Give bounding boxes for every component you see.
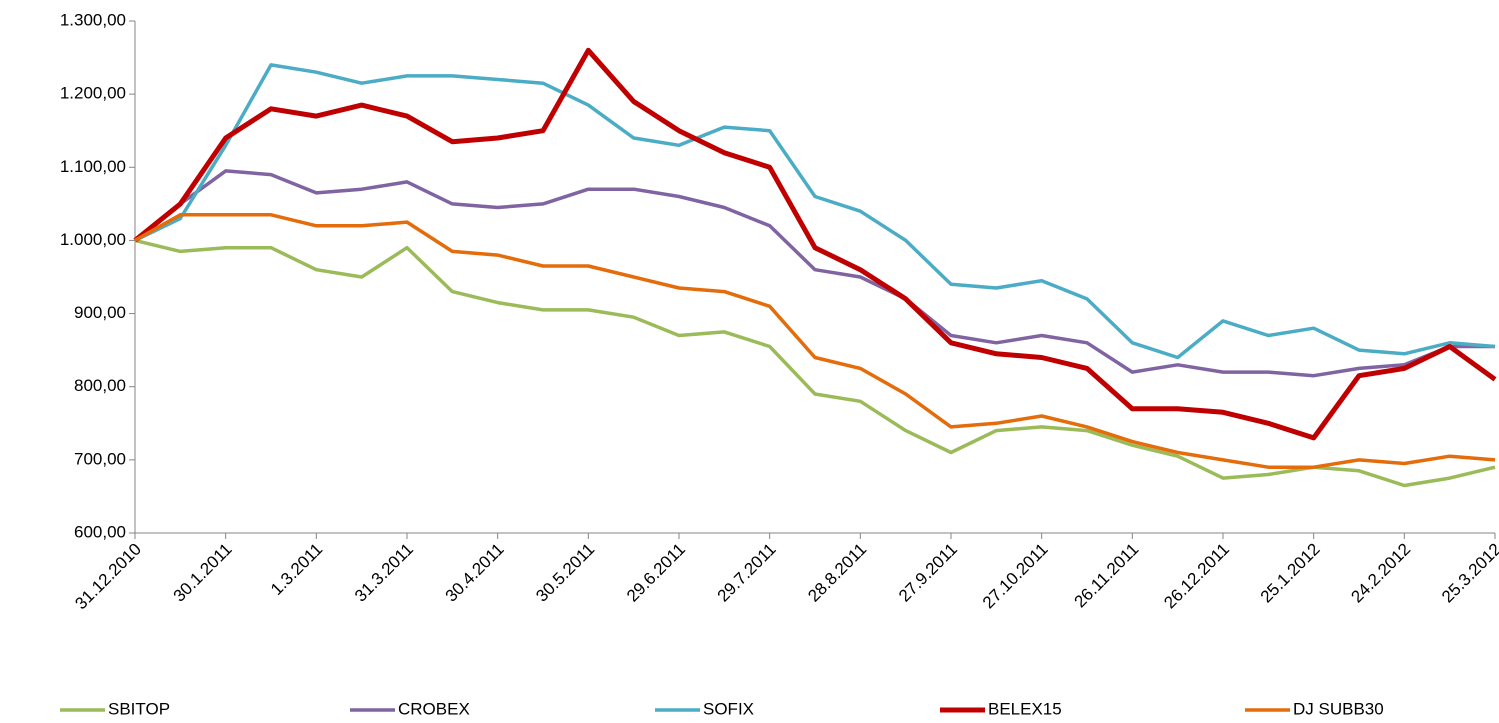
x-tick-label: 27.10.2011: [979, 540, 1052, 613]
x-tick-label: 26.11.2011: [1071, 540, 1143, 612]
series-line: [133, 169, 1495, 378]
x-tick-label: 26.12.2011: [1160, 540, 1233, 613]
x-tick-label: 31.3.2011: [351, 540, 417, 606]
x-tick-label: 30.4.2011: [442, 540, 508, 606]
x-tick-label: 1.3.2011: [267, 540, 326, 599]
x-tick-label: 30.1.2011: [170, 540, 236, 606]
y-tick-label: 600,00: [74, 522, 126, 541]
x-tick-label: 25.1.2012: [1257, 540, 1324, 607]
y-tick-label: 1.200,00: [60, 84, 126, 103]
series-line: [134, 213, 1496, 469]
x-tick-label: 28.8.2011: [804, 540, 870, 606]
x-tick-label: 29.7.2011: [714, 540, 780, 606]
y-tick-label: 1.000,00: [60, 230, 126, 249]
x-tick-label: 24.2.2012: [1347, 540, 1414, 607]
x-tick-label: 31.12.2010: [71, 540, 145, 614]
x-tick-label: 29.6.2011: [623, 540, 689, 606]
series-line: [134, 238, 1496, 488]
x-tick-label: 30.5.2011: [532, 540, 598, 606]
legend-label: SBITOP: [108, 699, 170, 718]
legend-label: BELEX15: [988, 699, 1062, 718]
y-tick-label: 900,00: [74, 303, 126, 322]
x-tick-label: 25.3.2012: [1438, 540, 1499, 607]
y-tick-label: 1.100,00: [60, 157, 126, 176]
y-tick-label: 1.300,00: [60, 10, 126, 29]
legend-label: CROBEX: [398, 699, 470, 718]
legend-label: DJ SUBB30: [1293, 699, 1384, 718]
series-line: [133, 47, 1497, 441]
legend-label: SOFIX: [703, 699, 754, 718]
y-tick-label: 800,00: [74, 376, 126, 395]
y-tick-label: 700,00: [74, 449, 126, 468]
x-tick-label: 27.9.2011: [895, 540, 961, 606]
series-line: [134, 63, 1496, 360]
